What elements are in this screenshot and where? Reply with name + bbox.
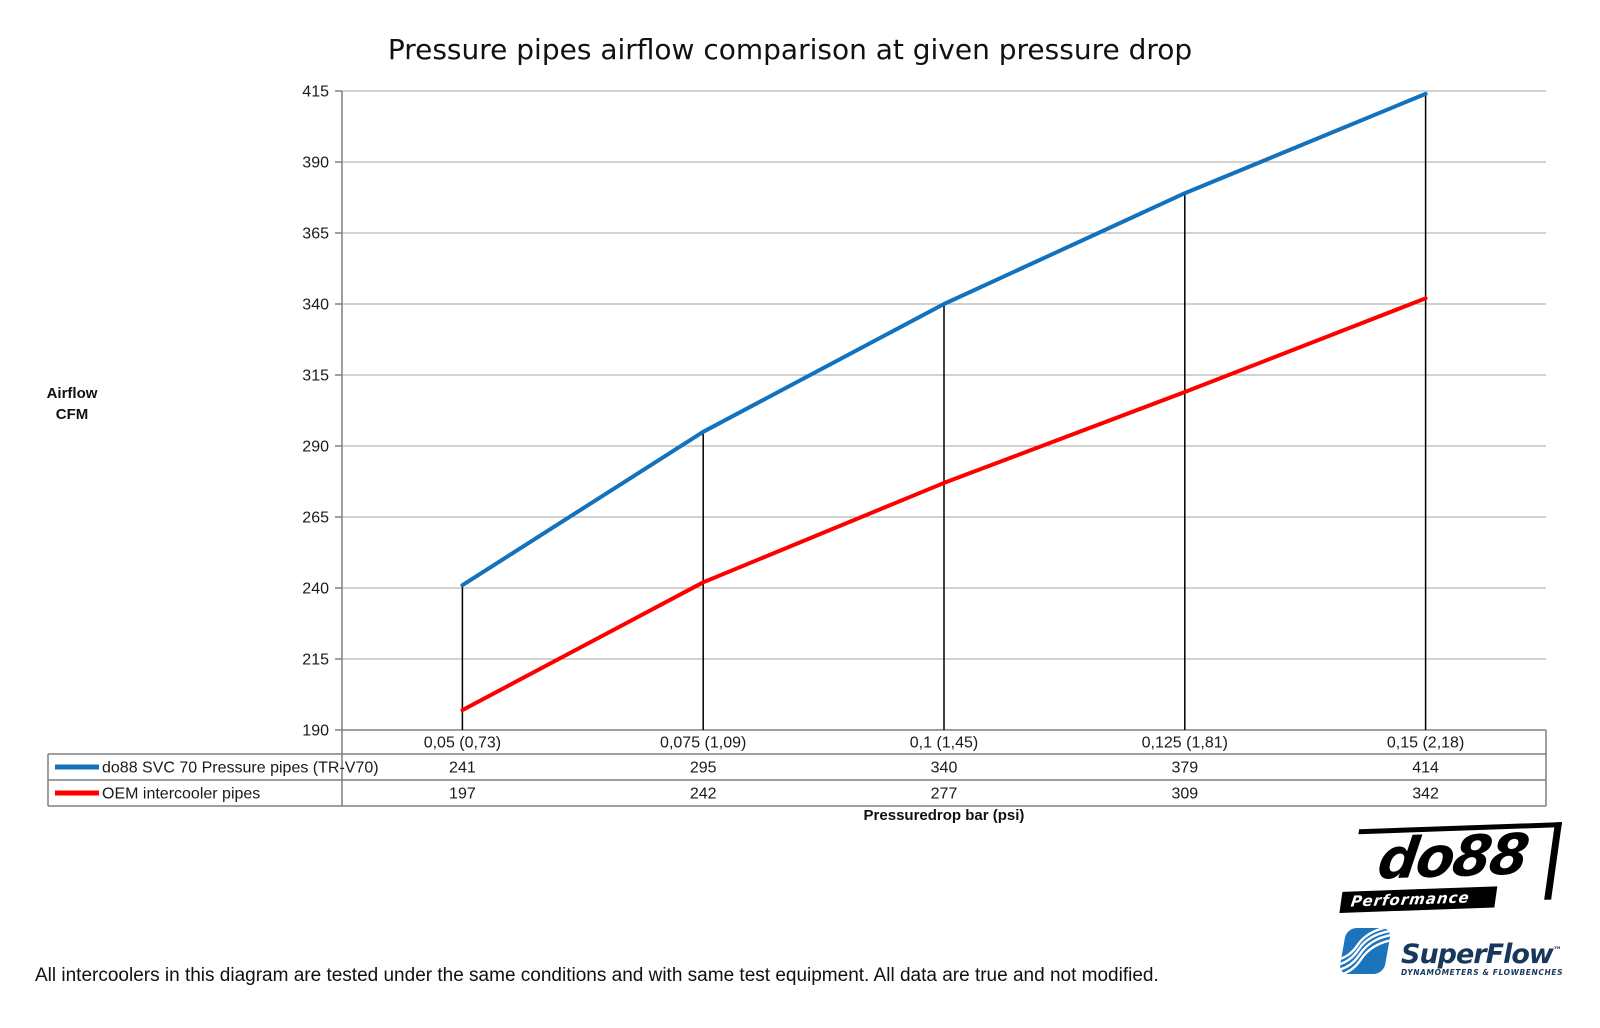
airflow-comparison-chart: 415 390 365 340 315 290 265 240 215 190 0,05 (0,73… [47,84,1547,807]
y-tick-label: 240 [302,581,329,598]
series-line-1 [460,296,1428,713]
table-value: 197 [449,786,476,803]
table-value: 309 [1171,786,1198,803]
chart-title: Pressure pipes airflow comparison at giv… [387,33,1193,66]
superflow-logo: SuperFlow™ DYNAMOMETERS & FLOWBENCHES [1335,926,1563,978]
x-axis-title: Pressuredrop bar (psi) [863,807,1025,824]
table-value: 414 [1412,760,1439,777]
y-tick-label: 390 [302,155,329,172]
y-axis-title-line1: Airflow [46,385,98,402]
y-tick-label: 215 [302,652,329,669]
y-tick-label: 415 [302,84,329,101]
superflow-name: SuperFlow [1401,939,1554,970]
legend-label: OEM intercooler pipes [102,786,260,803]
superflow-wordmark: SuperFlow™ [1401,938,1563,968]
category-label: 0,075 (1,09) [660,735,746,752]
y-tick-label: 365 [302,226,329,243]
y-tick-label: 315 [302,368,329,385]
category-label: 0,125 (1,81) [1142,735,1228,752]
legend-label: do88 SVC 70 Pressure pipes (TR-V70) [102,760,379,777]
do88-logo: do88 Performance [1339,822,1563,913]
table-value: 241 [449,760,476,777]
do88-logo-performance-bar: Performance [1339,886,1498,913]
y-tick-label: 190 [302,723,329,740]
superflow-waves-icon [1338,928,1392,974]
y-axis-title-line2: CFM [55,406,89,423]
table-value: 379 [1171,760,1198,777]
superflow-text-block: SuperFlow™ DYNAMOMETERS & FLOWBENCHES [1401,938,1563,977]
superflow-tagline: DYNAMOMETERS & FLOWBENCHES [1401,968,1564,977]
table-value: 277 [931,786,958,803]
do88-logo-frame: do88 Performance [1339,822,1563,913]
category-label: 0,15 (2,18) [1387,735,1464,752]
disclaimer-text: All intercoolers in this diagram are tes… [35,965,1159,986]
y-axis-title: Airflow CFM [30,383,114,425]
table-value: 295 [690,760,717,777]
table-value: 242 [690,786,717,803]
category-label: 0,05 (0,73) [424,735,501,752]
y-tick-label: 290 [302,439,329,456]
category-label: 0,1 (1,45) [910,735,978,752]
table-value: 342 [1412,786,1439,803]
y-tick-label: 265 [302,510,329,527]
do88-logo-wordmark: do88 [1373,822,1532,893]
table-value: 340 [931,760,958,777]
y-tick-label: 340 [302,297,329,314]
series-line-0 [460,91,1428,588]
superflow-trademark: ™ [1552,946,1562,956]
